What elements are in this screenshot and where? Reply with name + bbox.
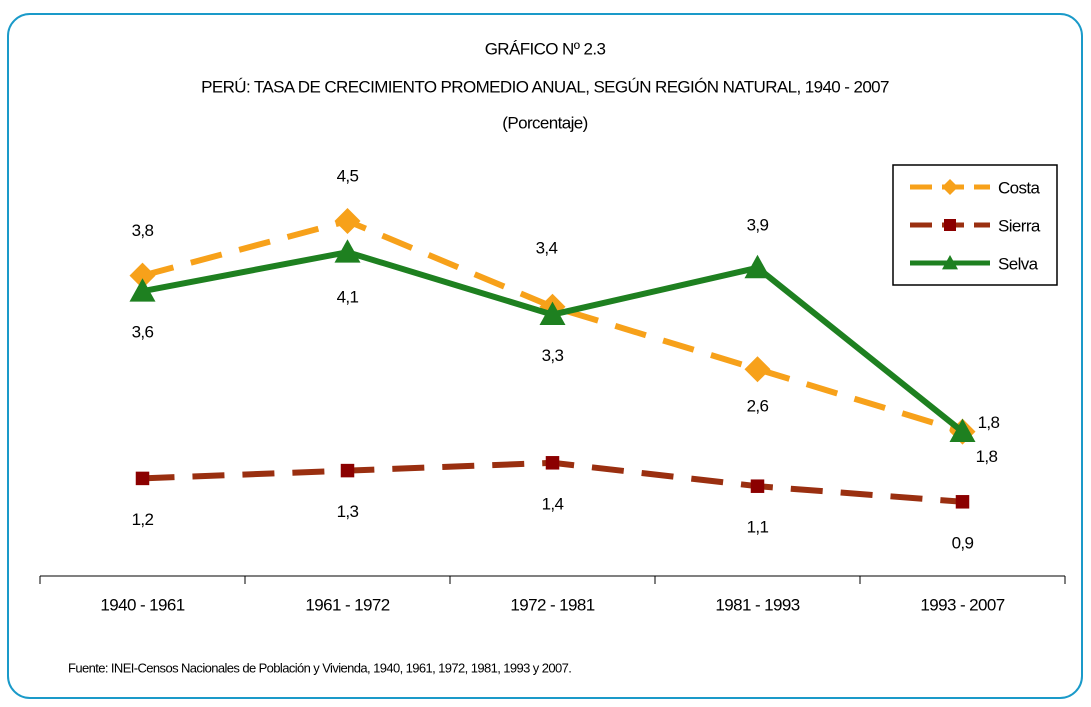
data-label: 1,4	[542, 494, 564, 513]
x-tick-label: 1940 - 1961	[100, 595, 184, 614]
marker	[545, 456, 560, 470]
marker	[539, 301, 566, 325]
x-tick-label: 1972 - 1981	[510, 595, 594, 614]
data-label: 4,1	[337, 288, 359, 307]
data-label: 1,2	[132, 510, 154, 529]
marker	[949, 418, 976, 442]
marker	[744, 254, 771, 279]
data-label: 1,8	[976, 447, 998, 466]
marker	[944, 219, 956, 231]
data-label: 4,5	[337, 166, 359, 185]
marker	[340, 463, 355, 478]
x-tick-label: 1981 - 1993	[715, 595, 799, 614]
marker	[750, 479, 765, 493]
marker	[135, 471, 150, 486]
marker	[129, 262, 156, 289]
x-tick-label: 1993 - 2007	[920, 595, 1004, 614]
data-label: 3,9	[747, 215, 769, 234]
marker	[129, 278, 156, 302]
data-label: 1,1	[747, 518, 769, 537]
x-tick-label: 1961 - 1972	[305, 595, 389, 614]
marker	[334, 208, 361, 234]
frame	[7, 13, 1083, 699]
data-label: 3,4	[536, 238, 558, 257]
marker	[955, 495, 970, 509]
unit-label: (Porcentaje)	[502, 113, 587, 132]
marker	[942, 179, 958, 195]
data-label: 0,9	[952, 533, 974, 552]
marker	[744, 356, 771, 383]
data-label: 1,3	[337, 502, 359, 521]
data-label: 2,6	[747, 397, 769, 416]
data-label: 1,8	[978, 413, 1000, 432]
marker	[334, 239, 361, 263]
legend-label: Costa	[998, 178, 1041, 197]
legend-label: Selva	[998, 254, 1039, 273]
series-line	[141, 217, 964, 435]
legend-label: Sierra	[998, 216, 1041, 235]
data-label: 3,3	[542, 346, 564, 365]
data-label: 3,6	[132, 323, 154, 342]
data-label: 3,8	[132, 221, 154, 240]
marker	[942, 255, 958, 270]
source-note: Fuente: INEI-Censos Nacionales de Poblac…	[68, 660, 571, 675]
chart-subtitle: PERÚ: TASA DE CRECIMIENTO PROMEDIO ANUAL…	[201, 77, 889, 96]
chart-title: GRÁFICO Nº 2.3	[485, 39, 606, 58]
